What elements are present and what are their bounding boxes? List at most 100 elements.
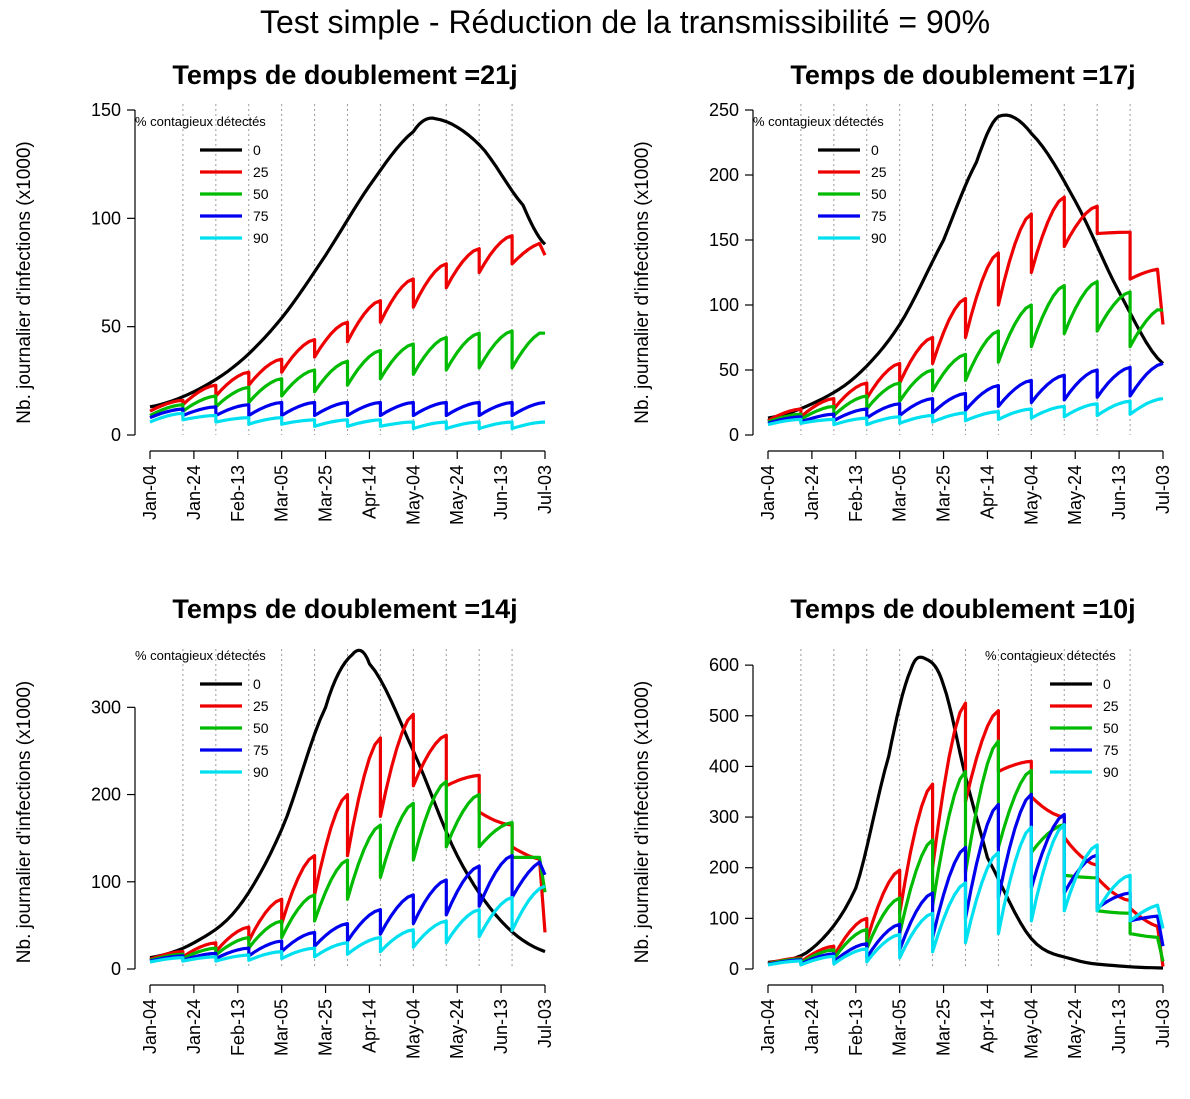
legend-label: 50 [1103,720,1119,736]
legend-label: 25 [253,164,269,180]
y-tick-label: 300 [91,697,121,717]
legend-label: 90 [253,230,269,246]
series-line-90 [149,884,546,964]
legend-label: 90 [871,230,887,246]
y-tick-label: 100 [709,908,739,928]
panel-title: Temps de doublement =14j [172,594,517,624]
y-tick-label: 100 [91,872,121,892]
x-tick-label: May-24 [447,465,467,525]
x-tick-label: Feb-13 [228,465,248,522]
x-tick-label: Jul-03 [1153,465,1173,514]
series-line-90 [767,823,1165,967]
series-line-90 [149,411,546,431]
y-tick-label: 100 [91,208,121,228]
x-tick-label: Jan-04 [140,465,160,520]
series-line-0 [767,113,1165,420]
x-tick-label: Jul-03 [1153,999,1173,1048]
x-tick-label: Feb-13 [846,465,866,522]
legend-label: 75 [871,208,887,224]
y-tick-label: 0 [111,425,121,445]
x-tick-label: Feb-13 [228,999,248,1056]
x-tick-label: May-24 [447,999,467,1059]
series-line-25 [149,234,547,413]
x-tick-label: May-24 [1065,465,1085,525]
x-tick-label: Mar-05 [272,465,292,522]
x-tick-label: Mar-05 [890,999,910,1056]
chart-panel-4: Temps de doublement =10j Nb. journalier d… [632,594,1173,1059]
y-tick-label: 200 [709,165,739,185]
legend-label: 90 [1103,764,1119,780]
y-tick-label: 150 [709,230,739,250]
x-tick-label: Jun-13 [1109,465,1129,520]
legend-label: 50 [253,186,269,202]
x-tick-label: Jul-03 [535,999,555,1048]
legend-label: 75 [1103,742,1119,758]
series-group [767,113,1165,427]
y-axis-label: Nb. journalier d'infections (x1000) [14,141,35,423]
y-tick-label: 50 [101,317,121,337]
panel-title: Temps de doublement =21j [172,60,517,90]
x-tick-label: Apr-14 [359,999,379,1053]
y-axis-label: Nb. journalier d'infections (x1000) [632,141,653,423]
legend-title: % contagieux détectés [135,648,266,663]
series-line-0 [149,648,546,960]
series-line-0 [149,116,547,409]
y-tick-label: 0 [729,425,739,445]
y-tick-label: 200 [709,858,739,878]
y-tick-label: 400 [709,756,739,776]
series-line-0 [767,655,1164,970]
x-tick-label: Apr-14 [359,465,379,519]
legend-label: 50 [253,720,269,736]
x-tick-label: Jun-13 [1109,999,1129,1054]
legend-label: 75 [253,742,269,758]
y-tick-label: 300 [709,807,739,827]
x-tick-label: Jan-24 [802,465,822,520]
legend-label: 50 [871,186,887,202]
x-tick-label: Mar-25 [934,465,954,522]
y-tick-label: 50 [719,360,739,380]
legend-label: 90 [253,764,269,780]
y-tick-label: 200 [91,785,121,805]
x-tick-label: Jan-04 [140,999,160,1054]
x-tick-label: Mar-05 [890,465,910,522]
chart-panel-3: Temps de doublement =14j Nb. journalier d… [14,594,555,1059]
y-axis-label: Nb. journalier d'infections (x1000) [632,681,653,963]
y-tick-label: 600 [709,655,739,675]
y-tick-label: 0 [729,959,739,979]
legend-title: % contagieux détectés [135,114,266,129]
x-tick-label: Jul-03 [535,465,555,514]
x-tick-label: Mar-05 [272,999,292,1056]
y-tick-label: 250 [709,100,739,120]
series-line-90 [767,397,1164,427]
y-tick-label: 100 [709,295,739,315]
legend-label: 0 [1103,676,1111,692]
series-group [149,648,547,964]
legend-label: 25 [1103,698,1119,714]
x-tick-label: May-24 [1065,999,1085,1059]
x-tick-label: Jun-13 [491,465,511,520]
y-tick-label: 500 [709,706,739,726]
y-tick-label: 0 [111,959,121,979]
series-group [149,116,547,431]
x-tick-label: Mar-25 [316,999,336,1056]
legend-label: 25 [871,164,887,180]
legend-label: 0 [871,142,879,158]
x-tick-label: Mar-25 [316,465,336,522]
legend-label: 0 [253,676,261,692]
series-group [767,655,1165,970]
x-tick-label: May-04 [403,465,423,525]
x-tick-label: Jan-04 [758,465,778,520]
chart-panel-2: Temps de doublement =17j Nb. journalier d… [632,60,1173,525]
legend-title: % contagieux détectés [985,648,1116,663]
x-tick-label: Jan-24 [184,465,204,520]
series-line-50 [149,329,546,417]
main-title: Test simple - Réduction de la transmissi… [260,4,990,40]
legend-title: % contagieux détectés [753,114,884,129]
x-tick-label: Apr-14 [977,465,997,519]
x-tick-label: May-04 [1021,999,1041,1059]
x-tick-label: Jun-13 [491,999,511,1054]
x-tick-label: Jan-04 [758,999,778,1054]
y-axis-label: Nb. journalier d'infections (x1000) [14,681,35,963]
chart-panel-1: Temps de doublement =21j Nb. journalier d… [14,60,555,525]
